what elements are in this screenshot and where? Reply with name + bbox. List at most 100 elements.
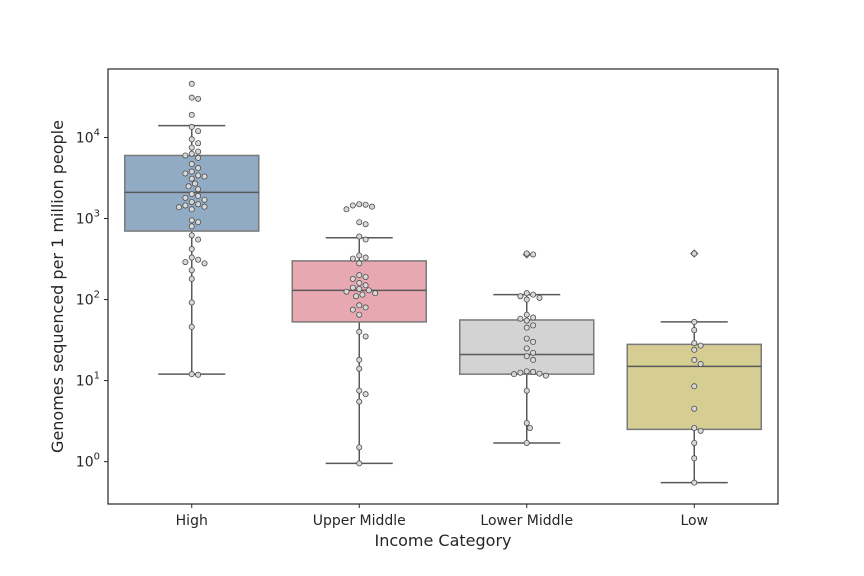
data-point-upper-middle-37 [356, 460, 363, 467]
data-point-upper-middle-27 [349, 306, 356, 313]
data-point-high-19 [188, 175, 195, 182]
data-point-lower-middle-1 [530, 251, 537, 258]
data-point-high-24 [195, 192, 202, 199]
data-point-high-27 [188, 198, 195, 205]
data-point-high-25 [182, 194, 189, 201]
data-point-high-11 [182, 152, 189, 159]
data-point-lower-middle-3 [530, 291, 537, 298]
data-point-upper-middle-17 [362, 282, 369, 289]
data-point-lower-middle-6 [523, 296, 530, 303]
data-point-high-45 [188, 299, 195, 306]
data-point-upper-middle-29 [356, 328, 363, 335]
data-point-high-5 [195, 128, 202, 135]
data-point-lower-middle-0 [523, 250, 530, 257]
data-point-upper-middle-1 [362, 201, 369, 208]
data-point-high-38 [188, 246, 195, 253]
data-point-high-44 [188, 275, 195, 282]
data-point-upper-middle-25 [356, 302, 363, 309]
data-point-low-12 [691, 439, 698, 446]
data-point-high-2 [195, 95, 202, 102]
data-point-high-9 [195, 148, 202, 155]
data-point-upper-middle-30 [362, 333, 369, 340]
data-point-upper-middle-28 [356, 311, 363, 318]
data-point-upper-middle-0 [356, 201, 363, 208]
data-point-low-7 [697, 361, 704, 368]
data-point-high-26 [201, 196, 208, 203]
x-axis-title: Income Category [374, 531, 511, 550]
data-point-lower-middle-10 [523, 317, 530, 324]
data-point-upper-middle-12 [356, 260, 363, 267]
data-point-lower-middle-7 [523, 311, 530, 318]
y-axis-ticks: 100 101 102 103 104 [76, 127, 108, 471]
data-point-high-47 [188, 371, 195, 378]
data-point-low-2 [691, 327, 698, 334]
data-point-low-8 [691, 383, 698, 390]
data-point-high-15 [188, 168, 195, 175]
data-point-low-0 [691, 250, 698, 257]
data-point-upper-middle-18 [349, 284, 356, 291]
data-point-high-22 [195, 186, 202, 193]
data-point-high-37 [195, 236, 202, 243]
data-point-upper-middle-34 [362, 391, 369, 398]
data-point-upper-middle-14 [362, 273, 369, 280]
data-point-high-40 [195, 256, 202, 263]
data-point-lower-middle-12 [523, 324, 530, 331]
data-point-upper-middle-2 [349, 202, 356, 209]
y-tick-label-3: 103 [76, 209, 100, 228]
data-point-lower-middle-25 [523, 387, 530, 394]
y-tick-label-1: 101 [76, 371, 100, 390]
x-axis-ticks: High Upper Middle Lower Middle Low [176, 504, 708, 529]
data-point-high-6 [188, 136, 195, 143]
data-point-low-1 [691, 318, 698, 325]
data-point-lower-middle-17 [523, 353, 530, 360]
data-point-low-10 [691, 425, 698, 432]
data-point-upper-middle-22 [372, 290, 379, 297]
data-point-high-23 [188, 191, 195, 198]
data-point-upper-middle-36 [356, 444, 363, 451]
data-point-high-34 [195, 219, 202, 226]
data-point-high-32 [188, 206, 195, 213]
plot-area-frame [107, 68, 779, 505]
data-point-high-3 [188, 111, 195, 118]
data-point-low-9 [691, 405, 698, 412]
data-point-lower-middle-18 [530, 356, 537, 363]
data-point-upper-middle-33 [356, 387, 363, 394]
data-point-lower-middle-22 [536, 370, 543, 377]
data-point-low-4 [697, 342, 704, 349]
data-point-lower-middle-26 [523, 419, 530, 426]
data-point-lower-middle-16 [530, 349, 537, 356]
y-tick-label-0: 100 [76, 452, 100, 471]
boxes-layer [124, 124, 762, 484]
data-point-high-10 [188, 150, 195, 157]
data-point-upper-middle-3 [369, 203, 376, 210]
data-point-lower-middle-27 [526, 425, 533, 432]
data-point-high-1 [188, 94, 195, 101]
data-point-high-17 [195, 172, 202, 179]
data-point-upper-middle-8 [362, 236, 369, 243]
data-point-high-46 [188, 323, 195, 330]
data-point-lower-middle-21 [517, 369, 524, 376]
data-point-upper-middle-24 [353, 293, 360, 300]
data-point-low-13 [691, 455, 698, 462]
data-point-high-21 [185, 183, 192, 190]
data-point-upper-middle-15 [349, 275, 356, 282]
swarm-group-high [175, 80, 208, 378]
data-point-high-20 [191, 180, 198, 187]
data-point-high-8 [188, 144, 195, 151]
box-group-low [626, 249, 762, 484]
data-point-upper-middle-10 [362, 254, 369, 261]
data-point-lower-middle-11 [530, 322, 537, 329]
swarm-group-lower-middle [510, 250, 549, 446]
data-point-upper-middle-26 [362, 304, 369, 311]
swarm-group-low [691, 250, 704, 486]
x-tick-label-lower-middle: Lower Middle [480, 513, 573, 529]
y-axis-title: Genomes sequenced per 1 million people [48, 120, 67, 453]
data-point-upper-middle-4 [343, 206, 350, 213]
data-point-high-43 [188, 267, 195, 274]
data-point-lower-middle-24 [542, 372, 549, 379]
data-point-upper-middle-5 [356, 219, 363, 226]
data-point-upper-middle-35 [356, 398, 363, 405]
data-point-high-7 [195, 140, 202, 147]
data-point-upper-middle-9 [356, 252, 363, 259]
